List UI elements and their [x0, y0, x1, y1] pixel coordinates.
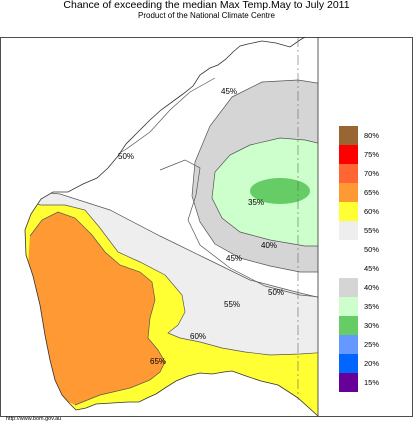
legend-label: 20%	[364, 359, 380, 368]
region-65-percent	[28, 212, 165, 405]
legend-label: 50%	[364, 245, 380, 254]
legend-swatch	[339, 259, 358, 278]
legend-swatch	[339, 373, 358, 392]
legend-swatch	[339, 164, 358, 183]
legend-label: 35%	[364, 302, 380, 311]
legend-label: 55%	[364, 226, 380, 235]
legend-label: 80%	[364, 131, 380, 140]
legend-swatch	[339, 297, 358, 316]
legend-item: 70%	[339, 164, 409, 183]
legend-label: 15%	[364, 378, 380, 387]
forecast-regions	[25, 37, 318, 416]
legend-item: 20%	[339, 354, 409, 373]
legend-swatch	[339, 126, 358, 145]
contour-label-40: 40%	[261, 241, 277, 250]
legend-label: 40%	[364, 283, 380, 292]
map-title: Chance of exceeding the median Max Temp.…	[63, 0, 350, 11]
region-35-percent	[250, 178, 310, 204]
contour-label-60: 60%	[190, 332, 206, 341]
legend-label: 45%	[364, 264, 380, 273]
legend-item: 75%	[339, 145, 409, 164]
legend-swatch	[339, 316, 358, 335]
source-credit: http://www.bom.gov.au	[6, 416, 62, 422]
legend-item: 35%	[339, 297, 409, 316]
legend-label: 75%	[364, 150, 380, 159]
legend-swatch	[339, 335, 358, 354]
legend-swatch	[339, 240, 358, 259]
legend-item: 45%	[339, 259, 409, 278]
coastline	[24, 37, 319, 417]
legend-label: 25%	[364, 340, 380, 349]
legend-swatch	[339, 202, 358, 221]
contour-label-50-south: 50%	[268, 288, 284, 297]
contour-label-50-west: 50%	[118, 152, 134, 161]
legend-label: 30%	[364, 321, 380, 330]
contour-label-45-south: 45%	[226, 254, 242, 263]
map-subtitle: Product of the National Climate Centre	[138, 11, 275, 20]
legend-item: 50%	[339, 240, 409, 259]
legend-item: 65%	[339, 183, 409, 202]
legend-item: 15%	[339, 373, 409, 392]
contour-label-35: 35%	[248, 198, 264, 207]
legend-label: 70%	[364, 169, 380, 178]
legend-item: 25%	[339, 335, 409, 354]
legend-swatch	[339, 145, 358, 164]
legend-item: 40%	[339, 278, 409, 297]
legend-label: 60%	[364, 207, 380, 216]
legend-item: 60%	[339, 202, 409, 221]
western-australia-map: 45% 50% 35% 40% 45% 50% 55% 60% 65%	[0, 37, 413, 417]
legend-item: 30%	[339, 316, 409, 335]
legend-item: 55%	[339, 221, 409, 240]
contour-label-45-north: 45%	[221, 87, 237, 96]
contour-label-55: 55%	[224, 300, 240, 309]
legend-swatch	[339, 354, 358, 373]
legend-swatch	[339, 221, 358, 240]
contour-label-65: 65%	[150, 357, 166, 366]
legend-label: 65%	[364, 188, 380, 197]
legend-item: 80%	[339, 126, 409, 145]
legend-swatch	[339, 278, 358, 297]
legend-swatch	[339, 183, 358, 202]
